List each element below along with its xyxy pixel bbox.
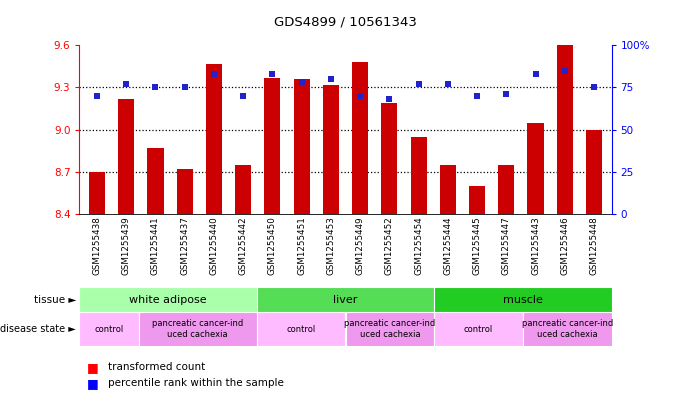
Bar [265,77,281,214]
Text: disease state ►: disease state ► [0,324,76,334]
Text: pancreatic cancer-ind
uced cachexia: pancreatic cancer-ind uced cachexia [152,320,243,339]
Point [179,84,190,90]
Point [238,93,249,99]
Text: white adipose: white adipose [129,295,207,305]
Text: GSM1255443: GSM1255443 [531,217,540,275]
Text: GSM1255439: GSM1255439 [122,217,131,275]
Point [91,93,102,99]
Bar [439,165,456,214]
Bar [527,123,544,214]
Bar [434,312,523,346]
Text: GDS4899 / 10561343: GDS4899 / 10561343 [274,16,417,29]
Bar [257,312,346,346]
Text: GSM1255447: GSM1255447 [502,217,511,275]
Text: GSM1255437: GSM1255437 [180,217,189,275]
Bar [469,186,485,214]
Bar [79,312,139,346]
Text: control: control [464,325,493,334]
Point [150,84,161,90]
Text: control: control [287,325,316,334]
Bar [79,287,257,312]
Bar [346,312,434,346]
Point [589,84,600,90]
Point [267,71,278,77]
Text: GSM1255453: GSM1255453 [326,217,335,275]
Text: GSM1255444: GSM1255444 [444,217,453,275]
Bar [557,45,573,214]
Text: GSM1255450: GSM1255450 [268,217,277,275]
Text: muscle: muscle [503,295,543,305]
Text: GSM1255448: GSM1255448 [589,217,598,275]
Text: GSM1255440: GSM1255440 [209,217,218,275]
Text: GSM1255449: GSM1255449 [356,217,365,275]
Text: pancreatic cancer-ind
uced cachexia: pancreatic cancer-ind uced cachexia [344,320,435,339]
Text: percentile rank within the sample: percentile rank within the sample [108,378,285,388]
Point [121,81,132,87]
Bar [586,130,602,214]
Text: GSM1255454: GSM1255454 [414,217,423,275]
Point [209,71,220,77]
Text: control: control [95,325,124,334]
Point [325,76,337,82]
Bar [257,287,434,312]
Text: GSM1255442: GSM1255442 [238,217,247,275]
Point [442,81,453,87]
Text: ■: ■ [86,361,98,374]
Text: pancreatic cancer-ind
uced cachexia: pancreatic cancer-ind uced cachexia [522,320,613,339]
Text: GSM1255438: GSM1255438 [93,217,102,275]
Text: GSM1255445: GSM1255445 [473,217,482,275]
Bar [89,172,105,214]
Text: tissue ►: tissue ► [34,295,76,305]
Bar [352,62,368,214]
Bar [177,169,193,214]
Bar [206,64,222,214]
Text: GSM1255446: GSM1255446 [560,217,569,275]
Point [471,93,482,99]
Bar [294,79,310,214]
Text: transformed count: transformed count [108,362,206,373]
Bar [139,312,257,346]
Text: liver: liver [333,295,358,305]
Text: GSM1255441: GSM1255441 [151,217,160,275]
Point [559,67,570,73]
Bar [410,137,426,214]
Bar [323,84,339,214]
Bar [498,165,514,214]
Point [530,71,541,77]
Bar [434,287,612,312]
Bar [147,148,164,214]
Bar [523,312,612,346]
Point [501,91,512,97]
Text: GSM1255452: GSM1255452 [385,217,394,275]
Text: GSM1255451: GSM1255451 [297,217,306,275]
Point [413,81,424,87]
Bar [235,165,252,214]
Point [296,79,307,86]
Text: ■: ■ [86,376,98,390]
Bar [381,103,397,214]
Point [354,93,366,99]
Bar [118,99,134,214]
Point [384,96,395,103]
